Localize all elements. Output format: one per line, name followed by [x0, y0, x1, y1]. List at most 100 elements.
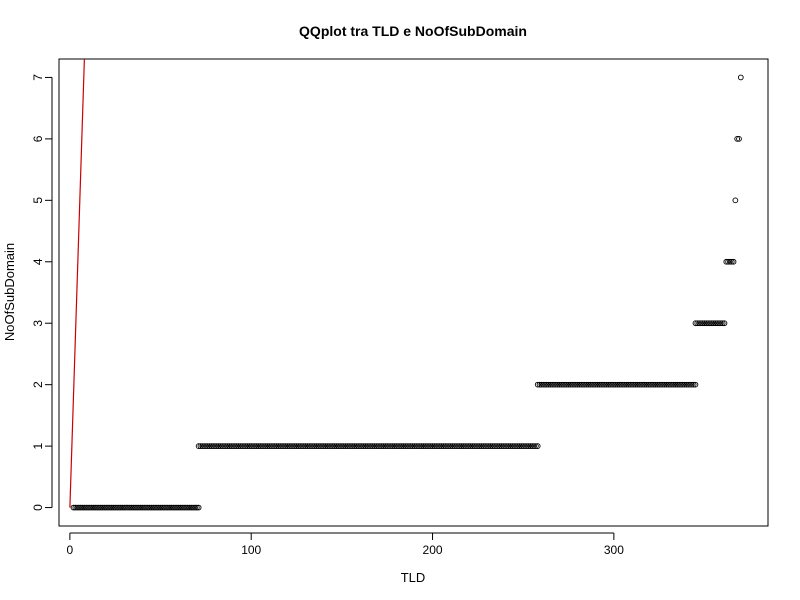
data-point — [612, 381, 619, 388]
data-point — [447, 443, 454, 449]
data-point — [351, 443, 358, 449]
x-axis-label: TLD — [401, 570, 426, 585]
data-point — [377, 443, 383, 449]
data-point — [208, 443, 215, 449]
data-point — [672, 381, 679, 388]
data-point — [455, 443, 461, 449]
data-point — [540, 381, 547, 388]
data-point — [175, 504, 182, 511]
data-point — [435, 443, 441, 449]
data-point — [406, 443, 412, 449]
data-point — [436, 443, 443, 449]
data-point — [288, 443, 294, 449]
data-point — [502, 443, 508, 449]
data-point — [299, 443, 305, 449]
data-point — [614, 381, 621, 388]
data-point — [192, 504, 198, 511]
data-point — [431, 443, 438, 449]
data-point — [310, 443, 316, 449]
data-point — [159, 504, 166, 511]
data-point — [135, 504, 142, 511]
data-point — [708, 320, 715, 327]
data-point — [556, 381, 563, 388]
data-point — [119, 504, 126, 511]
data-point — [658, 381, 664, 388]
data-point — [360, 443, 367, 449]
data-point — [199, 443, 206, 449]
data-point — [398, 443, 405, 449]
data-point — [736, 136, 742, 142]
data-point — [498, 443, 505, 449]
data-point — [232, 443, 238, 449]
data-point — [696, 320, 702, 327]
data-point — [618, 381, 624, 388]
data-point — [582, 381, 588, 388]
data-point — [386, 443, 392, 449]
data-point — [407, 443, 414, 449]
data-point — [85, 504, 91, 511]
data-point — [587, 381, 594, 388]
data-point — [164, 504, 171, 511]
data-point — [442, 443, 449, 449]
data-point — [500, 443, 507, 449]
data-point — [322, 443, 329, 449]
data-point — [344, 443, 351, 449]
data-point — [494, 443, 501, 449]
data-point — [549, 381, 556, 388]
data-point — [719, 320, 726, 327]
data-point — [583, 381, 590, 388]
data-point — [652, 381, 659, 388]
data-point — [589, 381, 595, 388]
data-point — [319, 443, 325, 449]
data-point — [705, 320, 712, 327]
data-point — [728, 258, 735, 265]
data-point — [181, 504, 187, 511]
data-point — [106, 504, 113, 511]
data-point — [594, 381, 601, 388]
data-point — [563, 381, 570, 388]
data-point — [484, 443, 490, 449]
data-point — [262, 443, 269, 449]
data-point — [132, 504, 139, 511]
data-point — [449, 443, 456, 449]
data-point — [721, 320, 728, 327]
data-point — [115, 504, 122, 511]
data-point — [636, 381, 643, 388]
data-point — [148, 504, 155, 511]
data-point — [246, 443, 253, 449]
data-point — [551, 381, 557, 388]
data-point — [241, 443, 247, 449]
data-point — [328, 443, 334, 449]
data-point — [404, 443, 411, 449]
data-point — [279, 443, 285, 449]
data-point — [656, 381, 663, 388]
data-point — [99, 504, 106, 511]
data-points — [70, 74, 744, 511]
data-point — [416, 443, 423, 449]
data-point — [295, 443, 302, 449]
data-point — [369, 443, 376, 449]
data-point — [266, 443, 273, 449]
data-point — [536, 381, 543, 388]
data-point — [395, 443, 401, 449]
data-point — [306, 443, 313, 449]
data-point — [609, 381, 615, 388]
data-point — [634, 381, 641, 388]
y-tick-label: 0 — [31, 504, 45, 511]
data-point — [384, 443, 391, 449]
data-point — [251, 443, 258, 449]
data-point — [92, 504, 99, 511]
data-point — [480, 443, 487, 449]
data-point — [290, 443, 296, 449]
reference-line — [69, 59, 85, 508]
data-point — [275, 443, 282, 449]
data-point — [217, 443, 224, 449]
data-point — [679, 381, 686, 388]
data-point — [349, 443, 356, 449]
x-tick-label: 0 — [67, 543, 74, 557]
data-point — [440, 443, 447, 449]
data-point — [121, 504, 128, 511]
data-point — [302, 443, 309, 449]
data-point — [661, 381, 668, 388]
data-point — [572, 381, 579, 388]
